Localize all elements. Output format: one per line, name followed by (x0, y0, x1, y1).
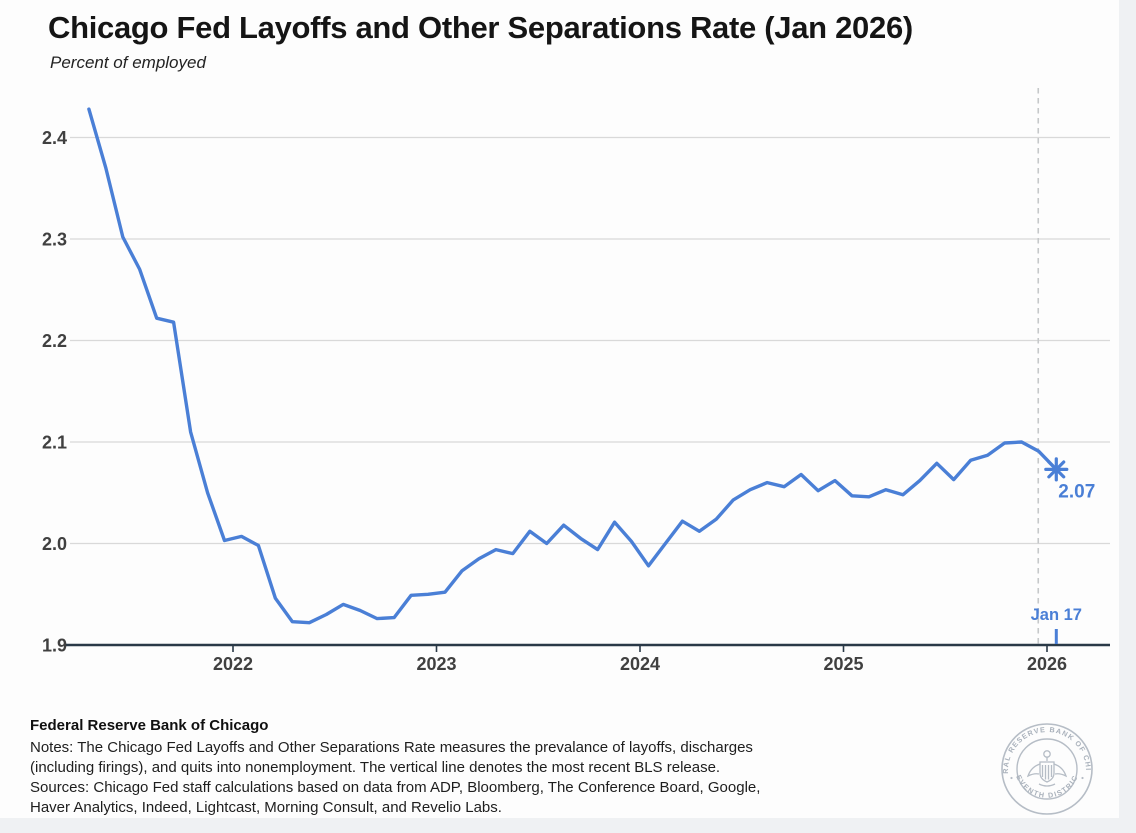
x-tick-label-2025: 2025 (823, 654, 863, 674)
notes-line-2: (including firings), and quits into none… (30, 759, 721, 776)
y-tick-label-2.2: 2.2 (42, 331, 67, 351)
jan17-label: Jan 17 (1031, 606, 1082, 624)
x-tick-label-2026: 2026 (1027, 654, 1067, 674)
y-tick-label-2.1: 2.1 (42, 433, 67, 453)
chart-subtitle: Percent of employed (50, 53, 206, 72)
seal-eagle-icon (1026, 750, 1068, 787)
notes-line-4: Haver Analytics, Indeed, Lightcast, Morn… (30, 799, 502, 816)
chart-card: Chicago Fed Layoffs and Other Separation… (0, 0, 1119, 818)
footer: Federal Reserve Bank of Chicago Notes: T… (30, 714, 990, 818)
nowcast-asterisk-marker (1044, 457, 1069, 482)
x-tick-label-2024: 2024 (620, 654, 660, 674)
nowcast-value-label: 2.07 (1058, 481, 1095, 502)
y-tick-label-1.9: 1.9 (42, 636, 67, 656)
layoffs-rate-line (87, 107, 1059, 625)
fed-seal-icon: FEDERAL RESERVE BANK OF CHICAGO SEVENTH … (999, 721, 1093, 815)
chart-canvas: 1.9 2.0 2.1 2.2 2.3 2.4 2022 2023 2024 2025 2026 2.… (42, 88, 1110, 674)
x-tick-label-2022: 2022 (213, 654, 253, 674)
asterisk-spoke-135 (1047, 460, 1066, 479)
chart-title: Chicago Fed Layoffs and Other Separation… (48, 10, 913, 45)
x-tick-label-2023: 2023 (416, 654, 456, 674)
notes-line-3: Sources: Chicago Fed staff calculations … (30, 779, 761, 796)
y-tick-label-2.4: 2.4 (42, 128, 67, 148)
y-tick-label-2.3: 2.3 (42, 230, 67, 250)
org-name: Federal Reserve Bank of Chicago (30, 717, 269, 734)
notes-line-1: Notes: The Chicago Fed Layoffs and Other… (30, 739, 753, 756)
y-tick-label-2.0: 2.0 (42, 534, 67, 554)
